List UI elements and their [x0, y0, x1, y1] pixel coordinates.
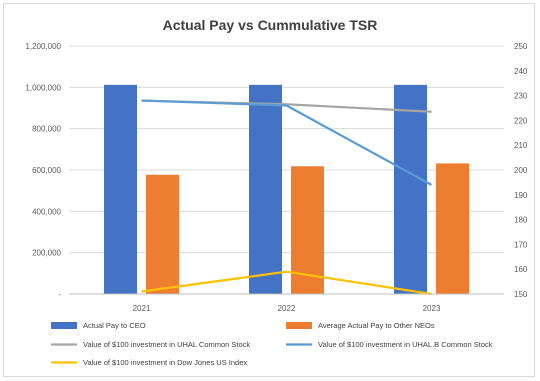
- left-tick-label: 1,000,000: [25, 83, 61, 92]
- x-tick-label: 2022: [278, 304, 296, 313]
- x-tick-label: 2023: [423, 304, 441, 313]
- series-line: [141, 99, 433, 186]
- x-tick-label: 2021: [133, 304, 151, 313]
- right-tick-label: 190: [514, 191, 528, 200]
- chart-title: Actual Pay vs Cummulative TSR: [163, 17, 378, 33]
- legend: Actual Pay to CEO Average Actual Pay to O…: [51, 321, 493, 367]
- legend-label: Value of $100 investment in UHAL.B Commo…: [318, 340, 493, 349]
- right-tick-label: 160: [514, 265, 528, 274]
- right-tick-label: 170: [514, 240, 528, 249]
- left-axis: - 200,000 400,000 600,000 800,000 1,000,000 1,…: [25, 42, 61, 299]
- bar: [104, 84, 137, 294]
- legend-label: Value of $100 investment in UHAL Common …: [83, 340, 250, 349]
- bar: [249, 84, 282, 294]
- left-tick-label: 800,000: [32, 125, 61, 134]
- legend-swatch: [286, 322, 312, 329]
- x-axis: 2021 2022 2023: [69, 293, 504, 313]
- left-tick-label: 200,000: [32, 249, 61, 258]
- bar: [436, 163, 469, 294]
- left-tick-label: 600,000: [32, 166, 61, 175]
- legend-label: Value of $100 investment in Dow Jones US…: [83, 358, 247, 367]
- right-tick-label: 200: [514, 166, 528, 175]
- chart-canvas: Actual Pay vs Cummulative TSR - 200,000 40…: [25, 17, 528, 367]
- right-tick-label: 150: [514, 290, 528, 299]
- right-tick-label: 180: [514, 216, 528, 225]
- right-tick-label: 230: [514, 92, 528, 101]
- chart-frame: Actual Pay vs Cummulative TSR - 200,000 40…: [3, 3, 535, 377]
- right-axis: 150 160 170 180 190 200 210 220 230 240 250: [514, 42, 528, 299]
- right-tick-label: 250: [514, 42, 528, 51]
- right-tick-label: 210: [514, 141, 528, 150]
- right-tick-label: 220: [514, 116, 528, 125]
- left-tick-label: -: [58, 290, 61, 299]
- legend-swatch: [51, 322, 77, 329]
- left-tick-label: 1,200,000: [25, 42, 61, 51]
- bar: [146, 174, 179, 294]
- series-line: [141, 270, 432, 296]
- bars: [104, 84, 469, 294]
- right-tick-label: 240: [514, 67, 528, 76]
- legend-label: Actual Pay to CEO: [83, 321, 146, 330]
- legend-label: Average Actual Pay to Other NEOs: [318, 321, 435, 330]
- gridlines: [69, 45, 504, 295]
- bar: [394, 84, 427, 294]
- lines: [141, 99, 433, 296]
- left-tick-label: 400,000: [32, 207, 61, 216]
